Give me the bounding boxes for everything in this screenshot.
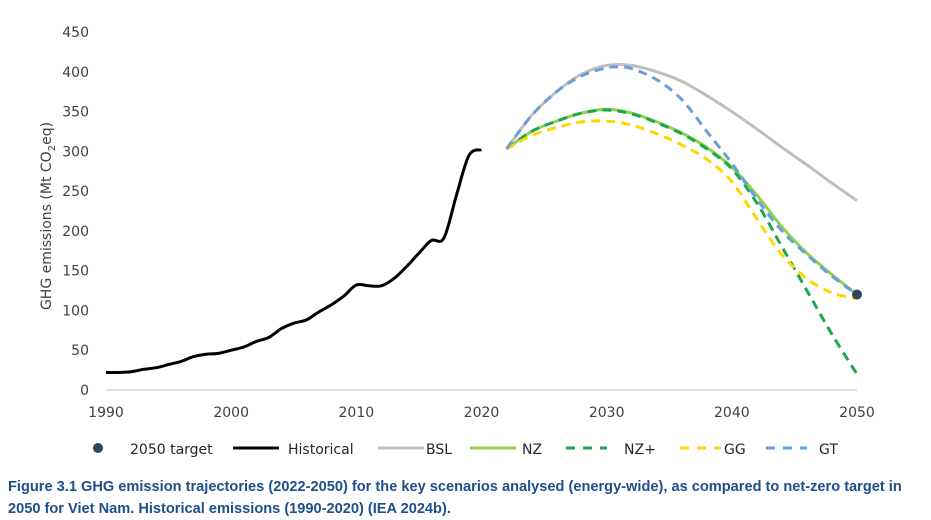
legend-item-2050-target: 2050 target (93, 442, 213, 458)
series-line-nz (505, 107, 858, 296)
legend-label: 2050 target (130, 442, 213, 458)
legend-item-nz-plus: NZ+ (566, 442, 656, 458)
series-line-nz-plus (505, 108, 859, 375)
emissions-chart: 0 50 100 150 200 250 300 350 400 450 1990 2000 2010… (39, 25, 875, 458)
y-tick-label: 250 (62, 184, 89, 200)
y-tick-label: 350 (62, 105, 89, 121)
legend-label: NZ+ (624, 442, 656, 458)
x-tick-label: 2000 (213, 405, 249, 421)
legend-label: Historical (288, 442, 354, 458)
y-tick-label: 400 (62, 65, 89, 81)
series-line-gg (505, 119, 858, 300)
target-points (852, 289, 862, 300)
series-line-gt (505, 65, 858, 296)
figure-caption: Figure 3.1 GHG emission trajectories (20… (8, 479, 902, 517)
legend-item-gt: GT (766, 442, 838, 458)
x-tick-label: 2040 (714, 405, 750, 421)
legend: 2050 target Historical BSL NZ NZ+ GG GT (93, 442, 838, 458)
y-tick-label: 300 (62, 144, 89, 160)
y-tick-label: 0 (80, 383, 89, 399)
legend-item-historical: Historical (233, 442, 354, 458)
legend-label: GG (724, 442, 746, 458)
y-axis-title: GHG emissions (Mt CO2eq) (39, 122, 58, 310)
x-tick-label: 2050 (839, 405, 875, 421)
y-axis-ticks: 0 50 100 150 200 250 300 350 400 450 (62, 25, 89, 399)
legend-label: NZ (522, 442, 542, 458)
x-tick-label: 2030 (589, 405, 625, 421)
legend-label: GT (819, 442, 838, 458)
y-tick-label: 100 (62, 303, 89, 319)
series-line-bsl (505, 63, 858, 202)
series-line-historical (105, 148, 483, 375)
legend-item-gg: GG (680, 442, 746, 458)
y-tick-label: 150 (62, 264, 89, 280)
series-lines (105, 63, 859, 375)
y-tick-label: 50 (71, 343, 89, 359)
x-tick-label: 2010 (339, 405, 375, 421)
target-point-2050 (852, 289, 862, 300)
legend-swatch-marker (93, 443, 103, 453)
y-tick-label: 200 (62, 224, 89, 240)
legend-label: BSL (426, 442, 452, 458)
legend-item-nz: NZ (470, 442, 542, 458)
x-tick-label: 1990 (88, 405, 124, 421)
x-axis-ticks: 1990 2000 2010 2020 2030 2040 2050 (88, 405, 875, 421)
x-tick-label: 2020 (464, 405, 500, 421)
legend-item-bsl: BSL (378, 442, 452, 458)
y-tick-label: 450 (62, 25, 89, 41)
